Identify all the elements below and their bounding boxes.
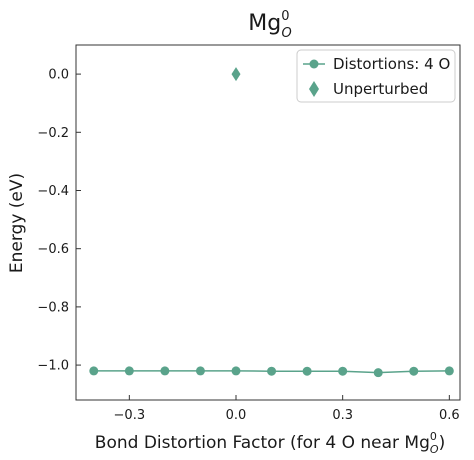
x-tick-label: 0.3	[332, 408, 353, 423]
data-point	[231, 366, 241, 376]
data-point	[409, 366, 419, 376]
x-axis-label-sup: 0	[430, 430, 437, 443]
y-tick-label: −0.4	[37, 184, 69, 199]
chart-title: Mg0 O	[248, 9, 291, 41]
y-axis: 0.0 −0.2 −0.4 −0.6 −0.8 −1.0	[37, 68, 81, 374]
y-tick-label: −0.2	[37, 126, 69, 141]
data-point	[89, 366, 99, 376]
data-point	[160, 366, 170, 376]
plot-area	[89, 67, 454, 378]
data-point	[195, 366, 205, 376]
chart-title-sub: O	[282, 26, 292, 41]
y-axis-label: Energy (eV)	[7, 173, 27, 273]
y-tick-label: −0.8	[37, 300, 69, 315]
y-tick-label: −0.6	[37, 242, 69, 257]
y-tick-label: 0.0	[48, 68, 69, 83]
x-axis-label-close: )	[439, 433, 446, 453]
y-tick-label: −1.0	[37, 359, 69, 374]
legend-circle-marker	[309, 59, 319, 69]
x-axis-label: Bond Distortion Factor (for 4 O near Mg0…	[95, 430, 445, 456]
unperturbed-point	[231, 67, 241, 82]
x-tick-label: 0.0	[226, 408, 247, 423]
x-tick-label: 0.6	[439, 408, 460, 423]
chart-title-sup: 0	[281, 9, 289, 24]
data-point	[302, 366, 312, 376]
legend-diamond-marker	[309, 81, 319, 97]
legend-label-unperturbed: Unperturbed	[333, 80, 428, 98]
data-point	[124, 366, 134, 376]
data-point	[444, 366, 454, 376]
data-point	[373, 368, 383, 378]
legend-label-distortions: Distortions: 4 O	[333, 55, 450, 73]
data-point	[267, 366, 277, 376]
legend-frame	[296, 49, 456, 103]
plot-frame	[75, 44, 461, 401]
x-tick-label: −0.3	[114, 408, 146, 423]
legend: Distortions: 4 O Unperturbed	[296, 49, 456, 103]
data-point	[338, 366, 348, 376]
x-axis-label-sub: O	[430, 443, 439, 456]
x-axis: −0.3 0.0 0.3 0.6	[114, 395, 460, 423]
